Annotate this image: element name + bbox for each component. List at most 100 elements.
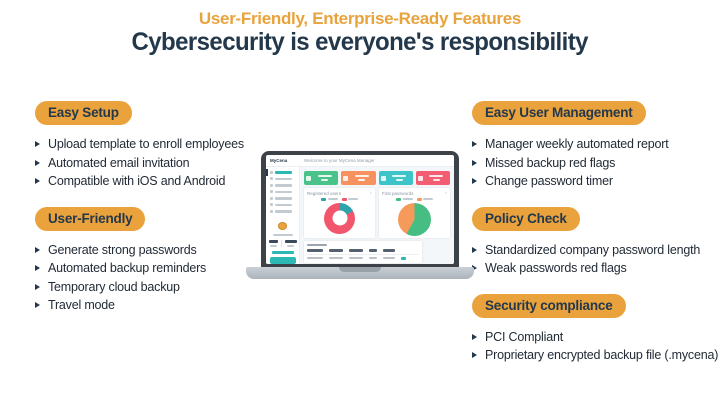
menu-item-icon — [270, 203, 273, 207]
feature-list: Upload template to enroll employees Autom… — [35, 135, 265, 191]
slide-subtitle: User-Friendly, Enterprise-Ready Features — [198, 9, 522, 28]
stat-card-icon — [306, 175, 311, 181]
slide-title-text: Cybersecurity is everyone's responsibili… — [131, 28, 589, 56]
chart-panel-title: Registered users — [307, 191, 342, 196]
menu-item-icon — [270, 170, 273, 174]
feature-column-left: Easy Setup Upload template to enroll empl… — [35, 101, 265, 331]
stat-card-icon — [417, 175, 423, 181]
feature-item: Standardized company password length — [472, 241, 714, 260]
feature-item: Missed backup red flags — [472, 154, 714, 173]
table-status-chip — [401, 256, 406, 260]
bullet-arrow-icon — [35, 159, 40, 166]
stat-card-icon — [380, 175, 386, 181]
bullet-arrow-icon — [35, 141, 40, 147]
menu-item-icon — [270, 183, 273, 187]
brand-logo: MyCena — [270, 158, 288, 163]
legend-label-placeholder — [327, 198, 338, 201]
bullet-arrow-icon — [472, 246, 477, 253]
feature-item: Change password timer — [472, 172, 714, 191]
legend-swatch — [321, 198, 326, 201]
stat-block — [268, 240, 278, 247]
stat-card-text-placeholder — [388, 175, 411, 181]
sidebar-menu-item — [266, 182, 299, 189]
menu-item-icon — [270, 196, 273, 200]
sidebar-menu-item — [266, 202, 299, 209]
table-header-cell-placeholder — [383, 249, 395, 252]
pie-chart — [398, 202, 431, 236]
table-header-cell-placeholder — [329, 249, 343, 252]
panel-close-icon: × — [369, 190, 372, 195]
table-cell-placeholder — [329, 256, 343, 260]
feature-item: Temporary cloud backup — [35, 278, 265, 297]
dashboard-welcome-text: Welcome to your MyCena Manager — [304, 158, 375, 163]
menu-item-icon — [270, 190, 273, 194]
legend-item — [341, 198, 358, 201]
laptop-notch — [339, 267, 381, 272]
dashboard-sidebar — [266, 167, 300, 264]
chart-panel-title: First passwords — [382, 191, 414, 196]
donut-chart — [324, 202, 355, 234]
feature-item: Weak passwords red flags — [472, 259, 714, 278]
menu-item-label-placeholder — [275, 197, 292, 200]
feature-item: Proprietary encrypted backup file (.myce… — [472, 346, 718, 365]
feature-section: Security compliance PCI Compliant Propriet… — [472, 293, 718, 365]
menu-item-icon — [270, 209, 273, 213]
table-cell-placeholder — [369, 256, 377, 260]
bullet-arrow-icon — [35, 246, 40, 253]
laptop-display: MyCena Welcome to your MyCena Manager Re… — [266, 155, 454, 264]
slide-title: Cybersecurity is everyone's responsibili… — [0, 28, 720, 57]
sidebar-menu-item — [266, 208, 299, 215]
feature-badge: Easy Setup — [35, 101, 132, 125]
feature-list: Standardized company password length Weak… — [472, 241, 714, 278]
stat-cards-row — [304, 171, 450, 185]
dashboard-main: Registered users × First passwords × — [300, 167, 454, 264]
feature-section: Easy User Management Manager weekly autom… — [472, 101, 714, 191]
legend-item — [396, 198, 413, 201]
feature-section: Easy Setup Upload template to enroll empl… — [35, 101, 265, 191]
menu-item-label-placeholder — [275, 190, 292, 193]
legend-label-placeholder — [348, 198, 358, 201]
bullet-arrow-icon — [35, 178, 40, 184]
stat-card-icon — [343, 175, 349, 181]
stat-card-text-placeholder — [313, 175, 336, 181]
dashboard-header: MyCena Welcome to your MyCena Manager — [266, 155, 454, 167]
legend-item — [416, 198, 433, 201]
chart-panel: First passwords × — [379, 188, 450, 238]
legend-swatch — [416, 198, 422, 201]
chart-area — [382, 202, 447, 236]
menu-item-label-placeholder — [275, 177, 292, 180]
table-cell-placeholder — [383, 256, 395, 260]
menu-item-label-placeholder — [275, 171, 292, 174]
donut-hole — [332, 210, 347, 226]
legend-label-placeholder — [423, 198, 433, 201]
feature-item: PCI Compliant — [472, 328, 714, 347]
feature-badge: Easy User Management — [472, 101, 646, 125]
chart-legend — [307, 198, 372, 201]
sidebar-menu-item — [266, 195, 299, 202]
stat-card — [415, 171, 450, 185]
bullet-arrow-icon — [472, 352, 477, 358]
chart-area — [307, 202, 372, 234]
stat-card — [378, 171, 413, 185]
panel-close-icon: × — [444, 190, 447, 195]
sidebar-link-placeholder — [271, 251, 294, 254]
bullet-arrow-icon — [472, 333, 477, 340]
chart-panel: Registered users × — [304, 188, 375, 238]
sidebar-stats — [266, 240, 299, 248]
laptop-screen-bezel: MyCena Welcome to your MyCena Manager Re… — [261, 151, 459, 268]
bullet-arrow-icon — [472, 178, 477, 184]
sidebar-action-button — [269, 256, 296, 264]
sidebar-menu-item — [266, 176, 299, 183]
bullet-arrow-icon — [472, 141, 477, 147]
dashboard-body: Registered users × First passwords × — [266, 167, 454, 264]
table-header-cell-placeholder — [369, 249, 377, 252]
feature-badge: Security compliance — [472, 293, 626, 318]
bullet-arrow-icon — [472, 159, 477, 166]
bullet-arrow-icon — [35, 302, 40, 308]
dashboard-table-panel — [304, 240, 422, 263]
medal-icon — [278, 221, 287, 230]
chart-panels-row: Registered users × First passwords × — [304, 188, 450, 238]
legend-swatch — [396, 198, 401, 201]
menu-item-label-placeholder — [275, 203, 292, 206]
